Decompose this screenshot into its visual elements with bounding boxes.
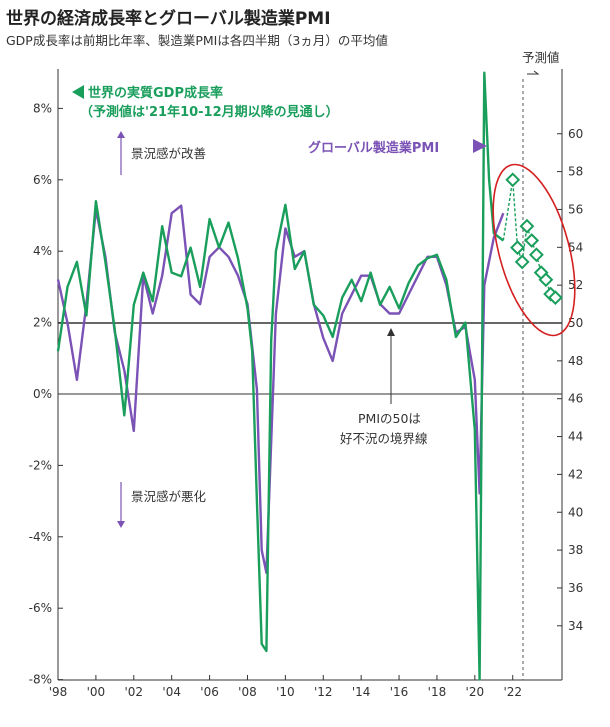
y-right-tick-label: 40 <box>568 505 583 519</box>
y-left-tick-label: 6% <box>33 173 52 187</box>
y-left-tick-label: -6% <box>29 601 52 615</box>
gdp-forecast-point <box>510 240 525 256</box>
gdp-forecast-point <box>524 233 540 248</box>
x-tick-label: '14 <box>352 685 371 699</box>
y-left-tick-label: 0% <box>33 387 52 401</box>
y-left-tick-label: 2% <box>33 316 52 330</box>
y-right-tick-label: 44 <box>568 430 583 444</box>
x-tick-label: '04 <box>162 685 181 699</box>
y-left-tick-label: -4% <box>29 530 52 544</box>
gdp-forecast-point <box>529 247 544 263</box>
improve-label: 景況感が改善 <box>131 146 206 161</box>
x-tick-label: '00 <box>87 685 106 699</box>
gdp-forecast-point <box>514 254 530 270</box>
pmi-label-arrow-icon <box>473 139 487 153</box>
pmi-series-label: グローバル製造業PMI <box>308 140 439 156</box>
x-tick-label: '98 <box>49 685 68 699</box>
y-left-tick-label: 4% <box>33 244 52 258</box>
x-tick-label: '22 <box>503 685 522 699</box>
y-left-tick-label: -2% <box>29 458 52 472</box>
y-left-tick-label: 8% <box>33 101 52 115</box>
gdp-forecast-note: （予測値は'21年10-12月期以降の見通し） <box>80 104 339 120</box>
improve-arrow-head-icon <box>117 131 125 138</box>
pmi50-note-line2: 好不況の境界線 <box>340 431 428 446</box>
y-right-tick-label: 56 <box>568 202 583 216</box>
x-tick-label: '10 <box>276 685 295 699</box>
gdp-forecast-point <box>519 218 535 234</box>
gdp-forecast-point <box>538 272 554 288</box>
gdp-label-arrow-icon <box>72 85 84 99</box>
y-right-tick-label: 34 <box>568 619 583 633</box>
x-tick-label: '12 <box>314 685 333 699</box>
y-right-tick-label: 52 <box>568 278 583 292</box>
pmi50-note-line1: PMIの50は <box>358 411 421 426</box>
x-tick-label: '20 <box>466 685 485 699</box>
chart-annotations: 世界の実質GDP成長率 （予測値は'21年10-12月期以降の見通し） グローバ… <box>72 50 576 528</box>
gdp-forecast-point <box>547 290 563 306</box>
y-left-tick-label: -8% <box>29 673 52 687</box>
chart-lines <box>56 71 563 681</box>
pmi50-pointer-arrow-icon <box>387 328 395 336</box>
worsen-arrow-head-icon <box>117 521 125 528</box>
chart-subtitle: GDP成長率は前期比年率、製造業PMIは各四半期（3ヵ月）の平均値 <box>6 33 388 48</box>
forecast-highlight-ellipse <box>492 163 576 337</box>
chart-axes: 8% 6% 4% 2% 0% -2% -4% -6% -8% 60 58 56 54 52 50 48 46 44… <box>29 69 583 699</box>
pmi-series-line <box>56 204 505 574</box>
y-right-tick-label: 46 <box>568 392 583 406</box>
y-right-tick-label: 42 <box>568 467 583 481</box>
x-tick-label: '06 <box>200 685 219 699</box>
chart-title: 世界の経済成長率とグローバル製造業PMI <box>6 9 331 29</box>
x-tick-label: '08 <box>238 685 257 699</box>
gdp-series-line <box>56 71 505 681</box>
forecast-label: 予測値 <box>522 50 560 65</box>
y-right-tick-label: 54 <box>568 240 583 254</box>
y-right-tick-label: 60 <box>568 127 583 141</box>
x-tick-label: '16 <box>390 685 409 699</box>
gdp-forecast-point <box>505 172 521 188</box>
forecast-arrow-icon <box>527 70 540 75</box>
x-tick-label: '18 <box>428 685 447 699</box>
worsen-label: 景況感が悪化 <box>131 489 207 504</box>
y-right-tick-label: 58 <box>568 165 583 179</box>
y-right-tick-label: 50 <box>568 316 583 330</box>
y-right-tick-label: 48 <box>568 354 583 368</box>
x-tick-label: '02 <box>125 685 144 699</box>
y-right-tick-label: 38 <box>568 543 583 557</box>
gdp-series-label: 世界の実質GDP成長率 <box>88 85 223 101</box>
y-right-tick-label: 36 <box>568 581 583 595</box>
